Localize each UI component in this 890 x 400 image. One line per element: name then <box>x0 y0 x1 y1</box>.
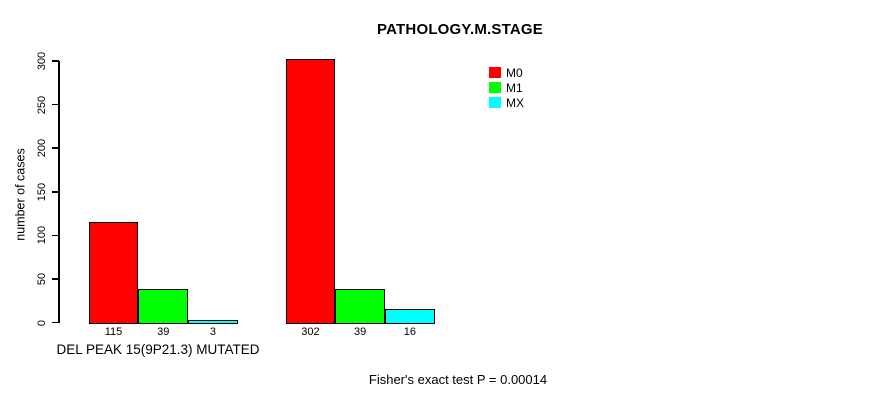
bar-m1-group2 <box>335 288 385 324</box>
y-axis-tick-label: 0 <box>36 319 48 326</box>
bar-mx-group2 <box>385 308 435 324</box>
chart-title: PATHOLOGY.M.STAGE <box>377 21 543 38</box>
fisher-test-annotation: Fisher's exact test P = 0.00014 <box>368 372 548 387</box>
legend-label-m0: M0 <box>506 65 523 80</box>
y-axis-tick-label: 250 <box>36 95 48 114</box>
y-axis-tick <box>51 321 59 324</box>
bar-value-label: 115 <box>104 326 123 338</box>
legend-swatch-mx <box>489 96 501 108</box>
y-axis-tick-label: 300 <box>36 51 48 71</box>
legend-label-m1: M1 <box>506 80 523 95</box>
y-axis-tick <box>51 103 59 106</box>
bar-m1-group1 <box>138 288 189 324</box>
y-axis-tick <box>51 147 59 149</box>
legend-swatch-m1 <box>489 81 501 93</box>
y-axis-tick-label: 200 <box>36 138 48 158</box>
bar-value-label: 3 <box>209 326 216 338</box>
x-axis-category-label: DEL PEAK 15(9P21.3) MUTATED <box>56 342 260 357</box>
bar-value-label: 39 <box>157 326 170 338</box>
y-axis-tick-label: 100 <box>36 226 48 245</box>
bar-mx-group1 <box>188 319 238 324</box>
legend-swatch-m0 <box>489 66 501 78</box>
y-axis-tick <box>51 60 59 62</box>
y-axis-label: number of cases <box>13 148 28 241</box>
y-axis-line <box>58 60 60 323</box>
bar-m0-group1 <box>88 222 139 324</box>
bar-m0-group2 <box>285 59 336 324</box>
y-axis-tick-label: 150 <box>36 182 48 201</box>
y-axis-tick <box>51 278 59 280</box>
y-axis-tick-label: 50 <box>36 272 48 286</box>
bar-value-label: 16 <box>403 326 416 338</box>
y-axis-tick <box>51 234 59 237</box>
legend-label-mx: MX <box>506 95 524 110</box>
bar-value-label: 39 <box>354 326 367 338</box>
bar-value-label: 302 <box>301 326 320 338</box>
y-axis-tick <box>51 191 59 193</box>
